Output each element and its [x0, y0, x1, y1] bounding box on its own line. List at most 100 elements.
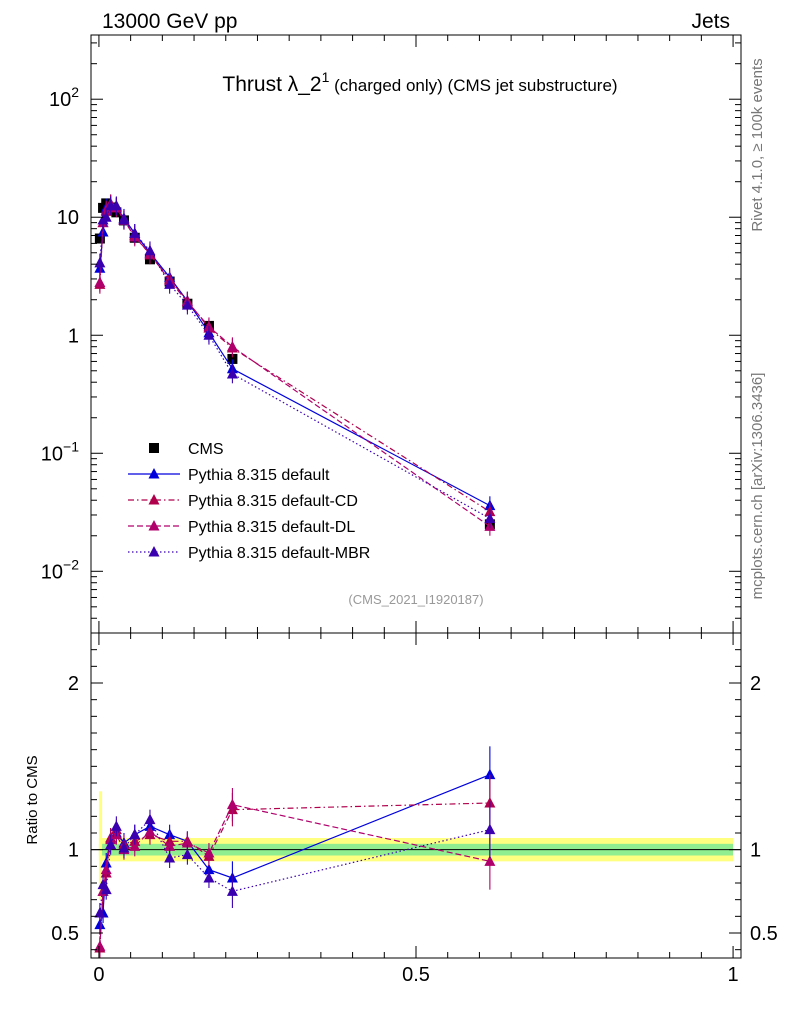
y-tick-label: 102: [49, 84, 79, 111]
legend-label: Pythia 8.315 default-DL: [188, 519, 355, 536]
ratio-point-default_dl: [226, 798, 238, 810]
mcplots-label: mcplots.cern.ch [arXiv:1306.3436]: [749, 373, 766, 600]
chart-title-rest: (charged only) (CMS jet substructure): [329, 76, 617, 95]
y-tick-label-exp: 2: [71, 84, 79, 100]
x-tick-label: 0: [93, 964, 104, 986]
ratio-point-default_mbr: [226, 885, 238, 896]
energy-label: 13000 GeV pp: [102, 10, 237, 33]
ratio-point-default_dl: [144, 825, 156, 836]
ratio-series-default_mbr: [94, 801, 496, 923]
ratio-point-default_mbr: [164, 852, 176, 863]
y-tick-label: 10: [57, 207, 79, 229]
data-point-default_mbr: [181, 299, 193, 310]
legend-marker: [148, 546, 160, 557]
legend-entry: Pythia 8.315 default: [128, 467, 330, 484]
ratio-point-default_dl: [129, 840, 141, 851]
ratio-y-tick-label-right: 1: [750, 840, 761, 862]
chart-title: Thrust λ_21 (charged only) (CMS jet subs…: [222, 69, 617, 96]
legend-entry: Pythia 8.315 default-DL: [128, 519, 355, 536]
data-point-default_mbr: [94, 256, 106, 268]
data-point-default_mbr: [110, 199, 122, 211]
ratio-point-default_dl: [100, 863, 112, 875]
ratio-point-default_mbr: [203, 872, 215, 883]
data-point-default_mbr: [203, 329, 215, 340]
legend-entry: Pythia 8.315 default-CD: [128, 493, 358, 510]
ratio-y-label: Ratio to CMS: [24, 755, 41, 844]
legend-marker: [148, 494, 160, 505]
ratio-point-default_mbr: [484, 823, 496, 835]
main-frame: [90, 34, 742, 634]
legend-marker: [149, 443, 159, 453]
legend-marker: [148, 520, 160, 531]
legend-entry: Pythia 8.315 default-MBR: [128, 545, 370, 562]
process-label: Jets: [691, 10, 730, 33]
ratio-series-default_dl: [94, 788, 496, 957]
y-tick-label-base: 10: [49, 89, 71, 111]
ratio-point-default_mbr: [94, 907, 106, 918]
legend-marker: [148, 468, 160, 479]
series-default_dl: [94, 195, 496, 536]
legend: CMS Pythia 8.315 default Pythia 8.315 defa…: [128, 441, 370, 562]
ratio-point-default_mbr: [144, 813, 156, 825]
series-line-default_cd: [99, 203, 491, 513]
y-tick-label-exp: −2: [63, 556, 79, 572]
ratio-point-default: [94, 918, 106, 930]
data-point-default_mbr: [118, 213, 130, 225]
ratio-point-default_dl: [203, 847, 215, 858]
legend-label: Pythia 8.315 default: [188, 467, 330, 484]
series-line-default: [99, 203, 491, 507]
ratio-line-default_mbr: [99, 818, 491, 914]
y-tick-label-base: 10: [41, 561, 63, 583]
ratio-point-default_dl: [484, 855, 496, 866]
ratio-point-default: [484, 768, 496, 780]
legend-label: CMS: [188, 441, 224, 458]
chart-title-main: Thrust λ_2: [222, 73, 321, 96]
ratio-point-default_mbr: [110, 820, 122, 831]
ratio-line-default_cd: [99, 802, 490, 949]
rivet-version-label: Rivet 4.1.0, ≥ 100k events: [749, 58, 766, 231]
ratio-point-default_dl: [181, 837, 193, 848]
ratio-point-default_dl: [164, 840, 176, 851]
x-tick-label: 1: [728, 964, 739, 986]
ratio-y-tick-label-right: 0.5: [750, 923, 778, 945]
y-tick-label: 10−2: [41, 556, 79, 583]
x-tick-label: 0.5: [402, 964, 430, 986]
data-point-default_mbr: [144, 244, 156, 256]
ratio-series-default_cd: [94, 774, 496, 958]
data-point-default_mbr: [226, 367, 238, 379]
data-point-default_mbr: [484, 512, 496, 524]
uncertainty-band-outer: [98, 791, 103, 900]
data-point-default_dl: [94, 276, 106, 287]
chart-title-superscript: 1: [322, 69, 330, 85]
data-point-cms: [227, 353, 238, 364]
ratio-line-default_dl: [99, 804, 491, 947]
ratio-point-default_mbr: [100, 883, 112, 895]
analysis-tag: (CMS_2021_I1920187): [348, 592, 483, 607]
ratio-frame: [90, 632, 742, 959]
data-point-default_mbr: [164, 278, 176, 289]
data-point-default_mbr: [129, 227, 141, 238]
ratio-y-tick-label: 1: [68, 840, 79, 862]
y-tick-label: 10−1: [41, 438, 79, 465]
ratio-point-default_mbr: [118, 842, 130, 853]
data-point-default_mbr: [100, 211, 112, 222]
ratio-point-default_dl: [94, 940, 106, 951]
legend-entry: CMS: [149, 441, 224, 458]
ratio-y-tick-label-right: 2: [750, 673, 761, 695]
ratio-y-tick-label: 0.5: [51, 923, 79, 945]
data-point-cms: [94, 233, 105, 244]
y-tick-label: 1: [68, 325, 79, 347]
y-tick-label-exp: −1: [63, 438, 79, 454]
legend-label: Pythia 8.315 default-CD: [188, 493, 358, 510]
y-tick-label-base: 10: [41, 443, 63, 465]
ratio-point-default_mbr: [181, 848, 193, 860]
ratio-panel: 0.5 0.5 1 1 2 2 0 0.5 1 Ratio to CMS: [24, 632, 778, 986]
legend-label: Pythia 8.315 default-MBR: [188, 545, 370, 562]
ratio-point-default_mbr: [129, 828, 141, 840]
ratio-point-default_mbr: [105, 838, 117, 850]
series-default_mbr: [94, 196, 496, 528]
ratio-y-tick-label: 2: [68, 673, 79, 695]
data-point-default_dl: [226, 340, 238, 352]
